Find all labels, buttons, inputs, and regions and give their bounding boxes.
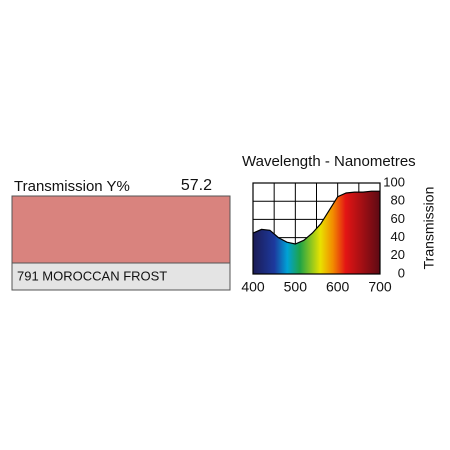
transmission-value: 57.2 bbox=[181, 177, 212, 194]
x-tick-label: 700 bbox=[368, 279, 392, 295]
name-bar bbox=[11, 262, 231, 291]
y-tick-label: 20 bbox=[391, 247, 405, 262]
x-tick-label: 400 bbox=[241, 279, 265, 295]
x-tick-label: 600 bbox=[326, 279, 350, 295]
filter-name: 791 MOROCCAN FROST bbox=[17, 268, 167, 283]
color-swatch bbox=[11, 195, 231, 264]
y-tick-label: 40 bbox=[391, 229, 405, 244]
transmission-line bbox=[252, 190, 380, 245]
spectrum-area bbox=[253, 191, 380, 274]
chart-title: Wavelength - Nanometres bbox=[242, 153, 416, 170]
x-tick-label: 500 bbox=[284, 279, 308, 295]
y-tick-label: 60 bbox=[391, 211, 405, 226]
chart: Wavelength - Nanometres Transmission 0 20… bbox=[241, 153, 436, 295]
y-tick-label: 0 bbox=[398, 265, 405, 280]
plot-border bbox=[252, 182, 381, 275]
y-tick-label: 80 bbox=[391, 193, 405, 208]
y-tick-label: 100 bbox=[383, 174, 405, 189]
y-axis-label: Transmission bbox=[421, 187, 437, 270]
transmission-label: Transmission Y% bbox=[14, 178, 130, 195]
